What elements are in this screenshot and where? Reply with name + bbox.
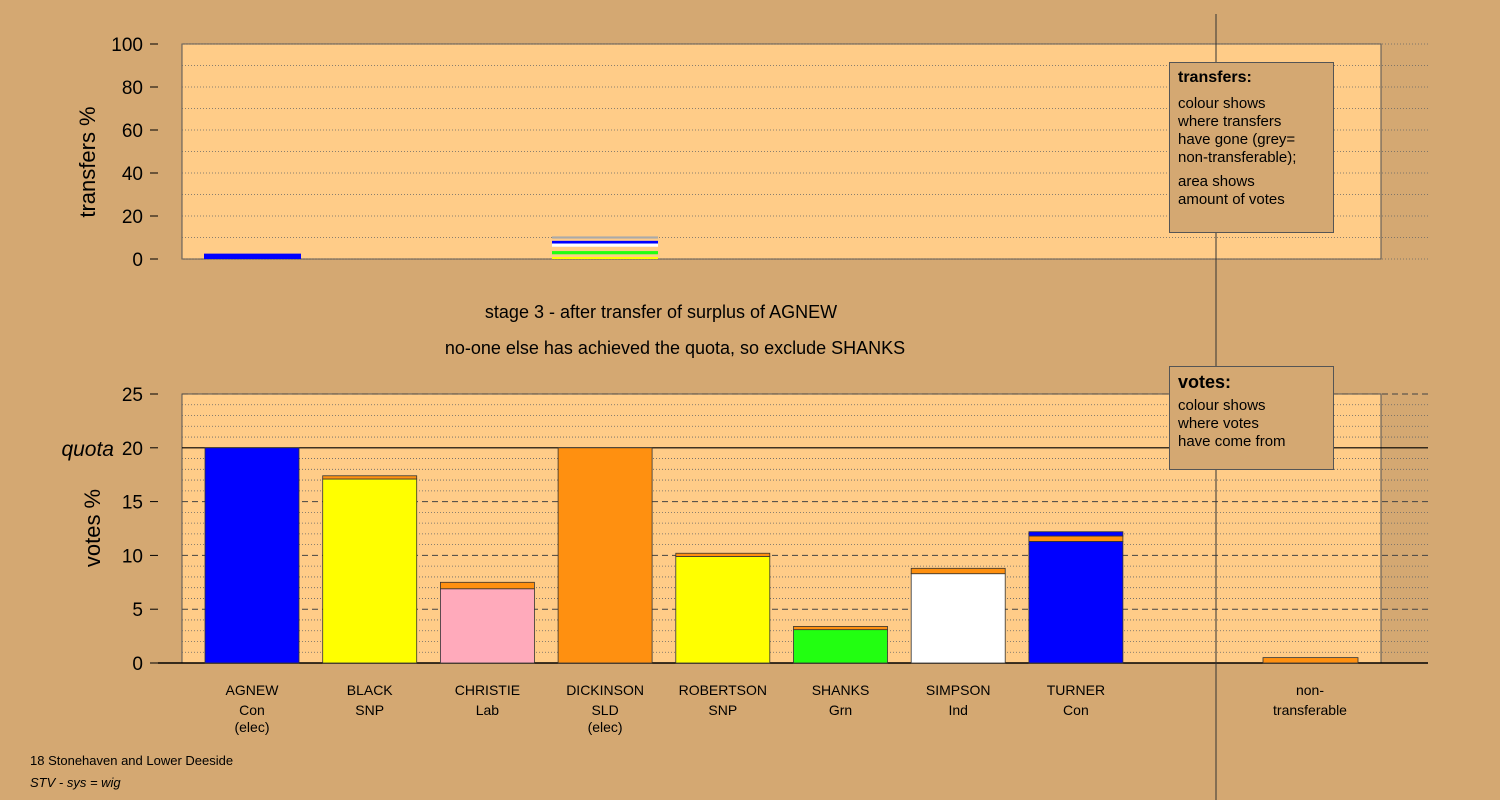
transfers-bar-segment: [552, 251, 658, 255]
candidate-party-label: Lab: [476, 702, 500, 718]
transfers-bar-segment: [204, 253, 301, 259]
candidate-party-label: Con: [239, 702, 265, 718]
votes-legend-line: have come from: [1178, 433, 1286, 450]
vote-bar-segment: [910, 567, 1006, 575]
transfers-legend-title: transfers:: [1178, 69, 1252, 86]
transfers-bar-segment: [552, 238, 658, 241]
transfers-bar-segment: [552, 246, 658, 252]
transfers-legend-line: colour shows: [1178, 95, 1266, 112]
transfers-tick-label: 60: [122, 121, 143, 142]
vote-bar-segment: [675, 556, 771, 664]
transfers-tick-label: 20: [122, 207, 143, 228]
vote-bar-segment: [439, 581, 535, 590]
transfers-legend-line: where transfers: [1178, 113, 1282, 130]
votes-tick-label: 25: [122, 385, 143, 406]
transfers-bar-segment: [552, 254, 658, 257]
candidate-note-label: (elec): [588, 719, 623, 735]
votes-legend-line: colour shows: [1178, 397, 1266, 414]
stage-subtitle: no-one else has achieved the quota, so e…: [445, 338, 905, 358]
stage-title: stage 3 - after transfer of surplus of A…: [485, 302, 837, 322]
candidate-name-label: BLACK: [347, 682, 394, 698]
candidate-name-label: SHANKS: [812, 682, 870, 698]
candidate-party-label: Grn: [829, 702, 852, 718]
transfers-bar-segment: [552, 256, 658, 259]
candidate-party-label: SNP: [355, 702, 384, 718]
votes-tick-label: 5: [132, 600, 143, 621]
vote-bar-segment: [1028, 531, 1124, 537]
transfers-legend-line: non-transferable);: [1178, 149, 1297, 166]
vote-bar-segment: [793, 629, 888, 664]
transfers-bar-segment: [552, 240, 658, 244]
vote-bar-segment: [322, 475, 418, 480]
vote-bar-segment: [322, 478, 418, 664]
votes-legend: votes: colour shows where votes have com…: [1169, 366, 1334, 470]
transfers-tick-label: 40: [122, 164, 143, 185]
vote-bar-segment: [1028, 541, 1124, 664]
votes-legend-line: where votes: [1178, 415, 1259, 432]
vote-bar-segment: [1262, 657, 1359, 664]
transfers-bar-segment: [552, 236, 658, 239]
transfers-legend-line: have gone (grey=: [1178, 131, 1296, 148]
votes-legend-title: votes:: [1178, 372, 1232, 392]
votes-tick-label: 0: [132, 654, 143, 675]
votes-tick-label: 15: [122, 493, 143, 514]
nontransferable-label: non-: [1296, 682, 1324, 698]
vote-bar-segment: [1028, 535, 1124, 542]
vote-bar-segment: [675, 552, 771, 557]
candidate-party-label: Ind: [948, 702, 967, 718]
votes-axis-label: votes %: [80, 489, 105, 567]
candidate-party-label: SNP: [708, 702, 737, 718]
nontransferable-label: transferable: [1273, 702, 1347, 718]
transfers-tick-label: 80: [122, 78, 143, 99]
vote-bar-segment: [439, 588, 535, 664]
candidate-name-label: SIMPSON: [926, 682, 991, 698]
system-label: STV - sys = wig: [30, 775, 121, 790]
vote-bar-segment: [557, 447, 653, 664]
candidate-name-label: AGNEW: [226, 682, 280, 698]
candidate-name-label: CHRISTIE: [455, 682, 520, 698]
constituency-label: 18 Stonehaven and Lower Deeside: [30, 753, 234, 768]
quota-label: quota: [61, 438, 114, 461]
candidate-note-label: (elec): [234, 719, 269, 735]
transfers-tick-label: 100: [111, 35, 143, 56]
vote-bar-segment: [204, 447, 300, 664]
candidate-name-label: DICKINSON: [566, 682, 644, 698]
candidate-party-label: Con: [1063, 702, 1089, 718]
transfers-tick-label: 0: [132, 250, 143, 271]
votes-tick-label: 10: [122, 546, 143, 567]
candidate-name-label: TURNER: [1047, 682, 1105, 698]
transfers-bar-segment: [552, 243, 658, 247]
vote-bar-segment: [910, 573, 1006, 664]
candidate-name-label: ROBERTSON: [679, 682, 767, 698]
transfers-axis-label: transfers %: [75, 106, 100, 217]
transfers-legend-line: amount of votes: [1178, 191, 1285, 208]
votes-tick-label: 20: [122, 439, 143, 460]
vote-bar-segment: [793, 626, 888, 631]
candidate-party-label: SLD: [591, 702, 618, 718]
transfers-legend-line: area shows: [1178, 173, 1255, 190]
transfers-legend: transfers: colour shows where transfers …: [1169, 62, 1334, 233]
